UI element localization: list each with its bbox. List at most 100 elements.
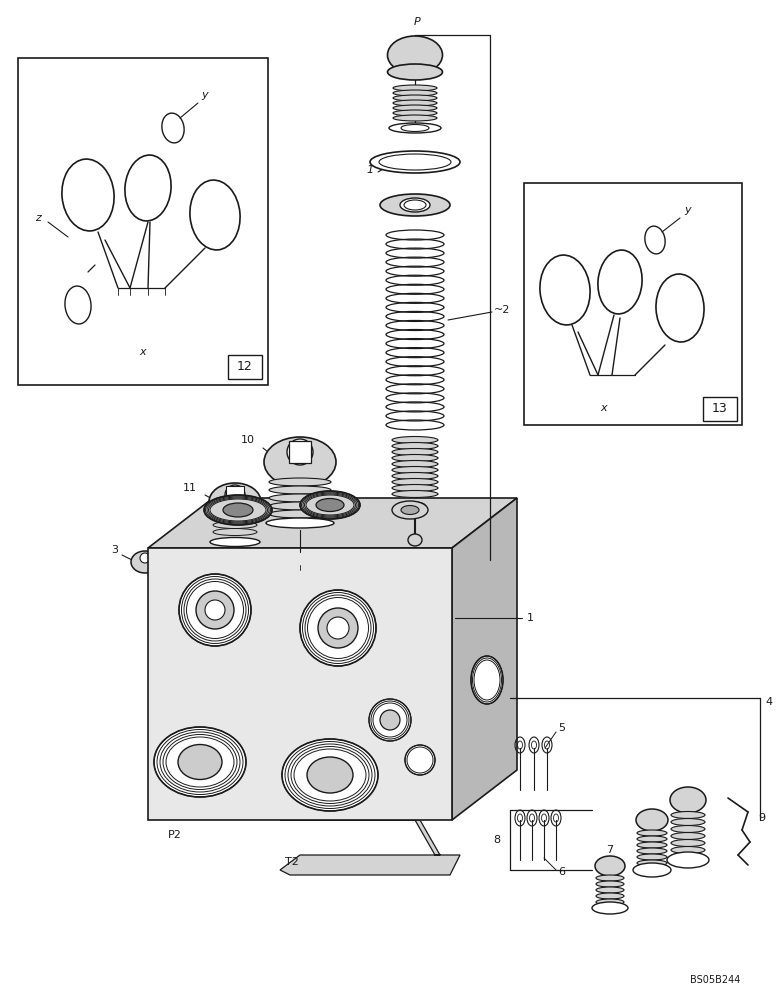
Ellipse shape [595,856,625,876]
Ellipse shape [671,846,705,854]
Ellipse shape [392,442,438,450]
Ellipse shape [633,863,671,877]
Bar [703,397,737,421]
Ellipse shape [316,498,344,512]
Text: y: y [202,90,208,100]
Text: 9: 9 [758,813,765,823]
Ellipse shape [370,151,460,173]
Ellipse shape [266,518,334,528]
Ellipse shape [392,485,438,491]
Ellipse shape [327,617,349,639]
Bar [18,58,268,385]
Text: x: x [140,347,147,357]
Ellipse shape [179,574,251,646]
Ellipse shape [205,600,225,620]
Ellipse shape [393,95,437,101]
Ellipse shape [671,812,705,818]
Ellipse shape [671,818,705,826]
Text: 1: 1 [366,165,373,175]
Text: 1: 1 [526,613,534,623]
Ellipse shape [404,502,426,512]
Ellipse shape [636,809,668,831]
Text: 10: 10 [241,435,255,445]
Ellipse shape [210,538,260,546]
Ellipse shape [392,448,438,456]
Ellipse shape [392,479,438,486]
Ellipse shape [223,503,253,517]
Ellipse shape [393,110,437,116]
Ellipse shape [592,902,628,914]
Ellipse shape [213,514,257,522]
Ellipse shape [637,854,667,860]
Text: 11: 11 [183,483,197,493]
Ellipse shape [225,485,245,505]
Ellipse shape [380,194,450,216]
Ellipse shape [637,860,667,866]
Text: z: z [35,213,41,223]
Ellipse shape [637,830,667,836]
Ellipse shape [400,198,430,212]
Ellipse shape [209,483,261,521]
Ellipse shape [637,836,667,842]
Ellipse shape [408,534,422,546]
Bar [289,441,311,463]
Text: 3: 3 [112,545,119,555]
Ellipse shape [393,90,437,96]
Text: 4: 4 [765,697,772,707]
Ellipse shape [596,875,624,881]
Text: y: y [684,205,691,215]
Ellipse shape [318,608,358,648]
Ellipse shape [178,744,222,780]
Ellipse shape [369,699,411,741]
Bar [228,355,262,379]
Ellipse shape [393,105,437,111]
Text: P2: P2 [168,830,182,840]
Ellipse shape [671,832,705,840]
Text: x: x [601,403,608,413]
Text: ~2: ~2 [494,305,510,315]
Ellipse shape [269,494,331,502]
Ellipse shape [282,739,378,811]
Ellipse shape [392,460,438,468]
Ellipse shape [393,85,437,91]
Polygon shape [452,498,517,820]
Ellipse shape [300,590,376,666]
Text: 8: 8 [493,835,500,845]
Ellipse shape [671,840,705,846]
Ellipse shape [401,506,419,514]
Ellipse shape [596,893,624,899]
Ellipse shape [637,842,667,848]
Ellipse shape [392,466,438,474]
Ellipse shape [300,491,360,519]
Text: T2: T2 [285,857,299,867]
Ellipse shape [269,486,331,494]
Polygon shape [148,498,517,548]
Ellipse shape [213,522,257,528]
Ellipse shape [392,473,438,480]
Ellipse shape [392,454,438,462]
Bar [524,183,742,425]
Ellipse shape [264,437,336,487]
Ellipse shape [405,745,435,775]
Ellipse shape [307,757,353,793]
Ellipse shape [213,528,257,536]
Ellipse shape [140,553,150,563]
Ellipse shape [670,787,706,813]
Text: 6: 6 [559,867,566,877]
Ellipse shape [637,848,667,854]
Text: 12: 12 [237,360,253,373]
Text: 7: 7 [606,845,614,855]
Text: P: P [414,17,421,27]
Ellipse shape [387,64,442,80]
Polygon shape [148,548,452,820]
Ellipse shape [392,490,438,497]
Ellipse shape [287,439,313,465]
Ellipse shape [269,502,331,510]
Ellipse shape [596,887,624,893]
Text: 13: 13 [712,402,728,416]
Ellipse shape [204,495,272,525]
Ellipse shape [393,115,437,121]
Ellipse shape [131,551,159,573]
Ellipse shape [196,591,234,629]
Ellipse shape [392,501,428,519]
